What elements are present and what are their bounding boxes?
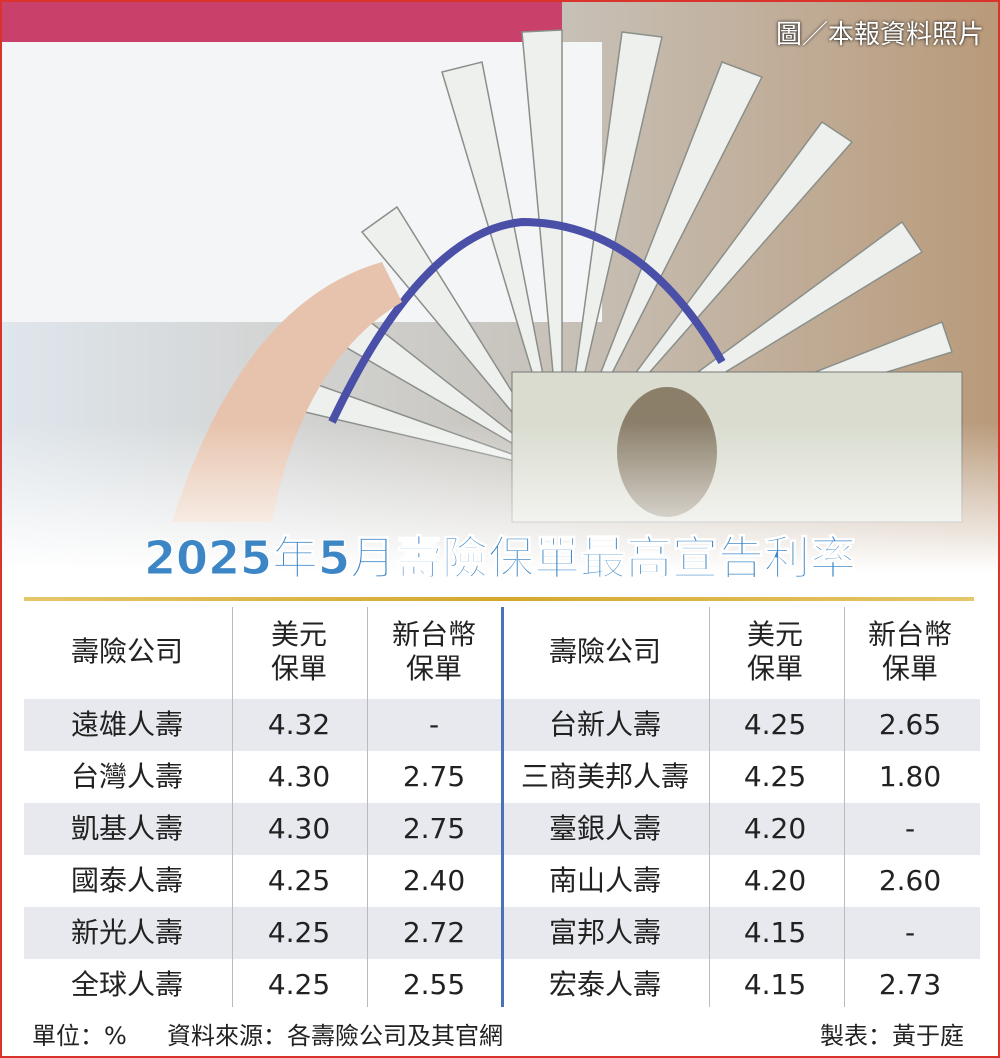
center-divider [501,607,504,1007]
rate-cell: 4.15 [743,916,807,949]
header-text: 保單 [270,652,327,685]
rate-cell: - [904,812,916,845]
header-text: 保單 [405,652,462,685]
rate-cell: 4.20 [743,812,807,845]
company-cell: 國泰人壽 [70,864,183,897]
rate-cell: 4.15 [743,968,807,1001]
maker-note: 製表：黃于庭 [820,1022,964,1050]
rate-cell: 2.73 [878,968,942,1001]
source-note: 資料來源：各壽險公司及其官網 [167,1022,503,1050]
unit-note: 單位：% [32,1022,127,1050]
rate-cell: 4.25 [267,968,331,1001]
rate-cell: 2.60 [878,864,942,897]
company-cell: 三商美邦人壽 [520,760,689,793]
header-text: 美元 [270,618,327,651]
header-text: 保單 [881,652,938,685]
rate-cell: 2.65 [878,708,942,741]
header-text: 新台幣 [391,618,476,651]
rate-cell: 4.32 [267,708,331,741]
header-text: 新台幣 [867,618,952,651]
header-cell: 新台幣 保單 [830,607,990,697]
column-line [232,607,233,1007]
company-cell: 新光人壽 [70,916,183,949]
company-cell: 富邦人壽 [548,916,661,949]
rate-cell: 2.72 [402,916,466,949]
column-line [844,607,845,1007]
rate-cell: 4.30 [267,760,331,793]
company-cell: 南山人壽 [548,864,661,897]
company-cell: 台新人壽 [548,708,661,741]
rate-cell: 4.25 [267,916,331,949]
header-cell: 壽險公司 [47,607,207,697]
title: 2025年5月壽險保單最高宣告利率 [143,531,857,586]
rate-cell: 2.55 [402,968,466,1001]
rate-cell: 2.40 [402,864,466,897]
company-cell: 全球人壽 [70,968,183,1001]
header-cell: 壽險公司 [525,607,685,697]
rate-cell: 4.30 [267,812,331,845]
column-line [709,607,710,1007]
rate-cell: 4.20 [743,864,807,897]
divider [24,597,974,601]
company-cell: 凱基人壽 [70,812,183,845]
rate-cell: - [428,708,440,741]
rate-cell: - [904,916,916,949]
rate-cell: 2.75 [402,812,466,845]
header-text: 壽險公司 [70,635,183,668]
column-line [367,607,368,1007]
header-cell: 美元 保單 [219,607,379,697]
header-cell: 美元 保單 [695,607,855,697]
company-cell: 台灣人壽 [70,760,183,793]
rate-cell: 1.80 [878,760,942,793]
photo-credit: 圖／本報資料照片 [775,20,984,50]
rate-cell: 2.75 [402,760,466,793]
header-text: 美元 [746,618,803,651]
company-cell: 遠雄人壽 [70,708,183,741]
photo [2,2,998,602]
header-cell: 新台幣 保單 [354,607,514,697]
company-cell: 臺銀人壽 [548,812,661,845]
rate-cell: 4.25 [743,760,807,793]
rate-cell: 4.25 [743,708,807,741]
company-cell: 宏泰人壽 [548,968,661,1001]
header-text: 壽險公司 [548,635,661,668]
header-text: 保單 [746,652,803,685]
rate-cell: 4.25 [267,864,331,897]
